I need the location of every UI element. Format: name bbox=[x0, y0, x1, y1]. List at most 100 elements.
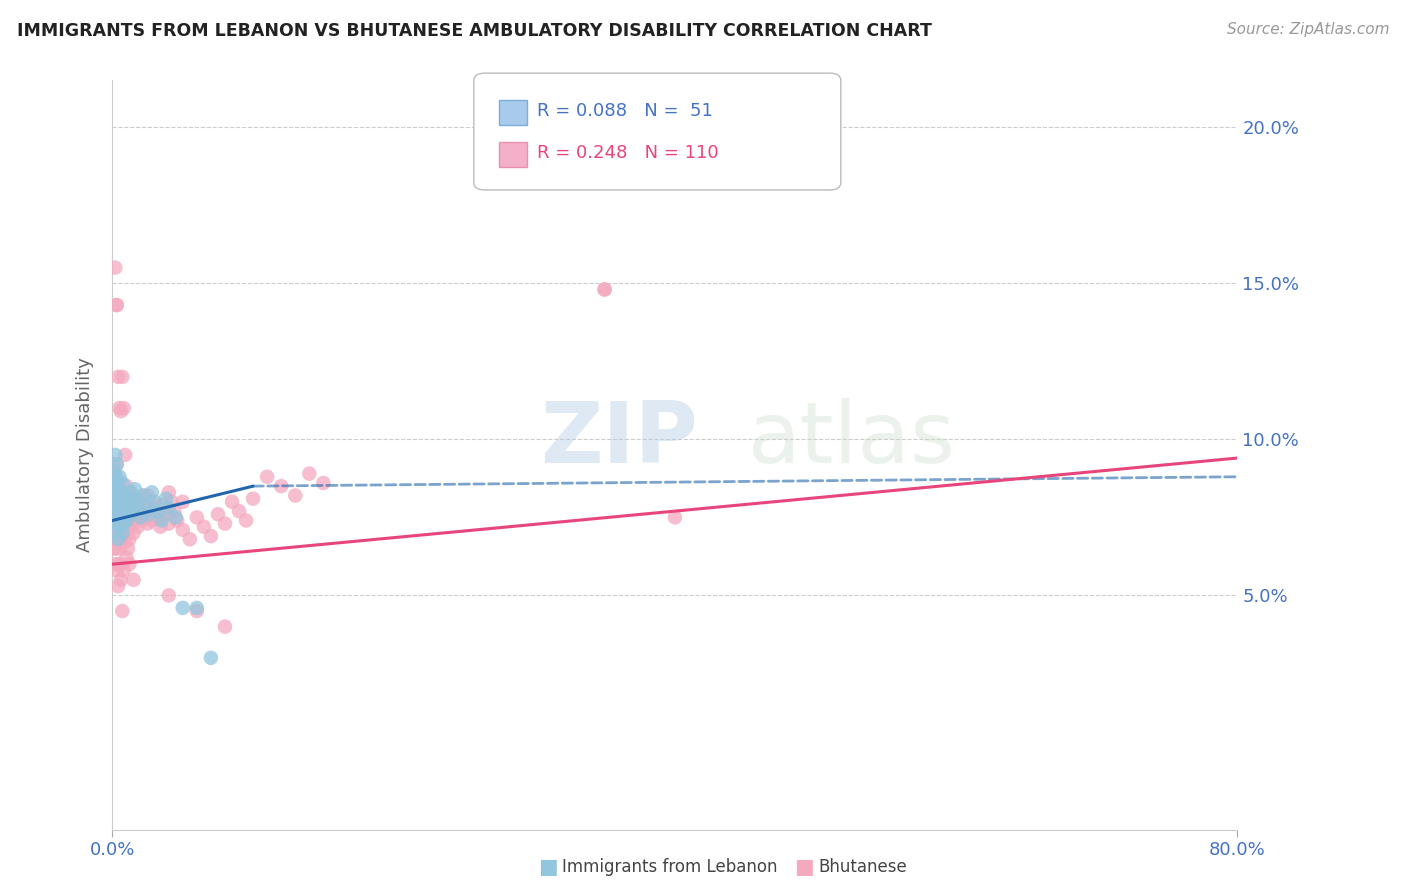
Point bbox=[103, 541, 125, 556]
Point bbox=[107, 579, 129, 593]
Point bbox=[270, 479, 292, 493]
Point bbox=[135, 507, 157, 521]
Point bbox=[108, 469, 131, 483]
Point bbox=[108, 557, 131, 572]
Point bbox=[131, 513, 153, 527]
Point bbox=[143, 494, 166, 508]
Point bbox=[105, 298, 128, 312]
Text: R = 0.248   N = 110: R = 0.248 N = 110 bbox=[537, 144, 718, 161]
Point bbox=[114, 504, 136, 518]
Point bbox=[141, 513, 163, 527]
Point bbox=[141, 485, 163, 500]
Point bbox=[214, 619, 236, 633]
Point bbox=[105, 516, 128, 531]
Point bbox=[105, 476, 128, 491]
Point bbox=[132, 489, 155, 503]
Point bbox=[312, 476, 335, 491]
Point bbox=[118, 507, 141, 521]
Point bbox=[136, 516, 159, 531]
Point bbox=[104, 489, 127, 503]
Point bbox=[110, 532, 132, 546]
Point bbox=[136, 489, 159, 503]
Point bbox=[172, 494, 194, 508]
Point bbox=[107, 525, 129, 540]
Point bbox=[124, 500, 146, 515]
Point bbox=[103, 479, 125, 493]
Point bbox=[135, 498, 157, 512]
Point bbox=[172, 523, 194, 537]
Point bbox=[186, 510, 208, 524]
Point bbox=[108, 494, 131, 508]
Point bbox=[146, 510, 169, 524]
Point bbox=[155, 507, 177, 521]
Text: Bhutanese: Bhutanese bbox=[818, 858, 907, 876]
Point bbox=[105, 457, 128, 471]
Point bbox=[284, 489, 307, 503]
Point bbox=[152, 498, 174, 512]
Point bbox=[132, 510, 155, 524]
Point bbox=[108, 557, 131, 572]
Point bbox=[107, 532, 129, 546]
Point bbox=[117, 516, 139, 531]
Point bbox=[105, 532, 128, 546]
Point bbox=[107, 369, 129, 384]
Point bbox=[134, 498, 156, 512]
Point bbox=[150, 507, 173, 521]
Point bbox=[186, 604, 208, 618]
Point bbox=[207, 507, 229, 521]
Point bbox=[103, 494, 125, 508]
Point bbox=[160, 494, 183, 508]
Point bbox=[214, 516, 236, 531]
Point bbox=[157, 500, 180, 515]
Point bbox=[125, 491, 148, 506]
Point bbox=[104, 260, 127, 275]
Point bbox=[200, 651, 222, 665]
Point bbox=[107, 482, 129, 496]
Point bbox=[105, 298, 128, 312]
Point bbox=[105, 457, 128, 471]
Point bbox=[111, 525, 134, 540]
Point bbox=[127, 500, 149, 515]
Point bbox=[121, 516, 143, 531]
Text: Source: ZipAtlas.com: Source: ZipAtlas.com bbox=[1226, 22, 1389, 37]
Point bbox=[104, 467, 127, 481]
Point bbox=[118, 557, 141, 572]
Point bbox=[110, 404, 132, 418]
Point bbox=[114, 535, 136, 549]
Point bbox=[166, 513, 188, 527]
Point bbox=[105, 498, 128, 512]
Point bbox=[103, 494, 125, 508]
Point bbox=[117, 498, 139, 512]
Point bbox=[112, 516, 135, 531]
Point bbox=[112, 494, 135, 508]
Point bbox=[146, 504, 169, 518]
Point bbox=[121, 494, 143, 508]
Point bbox=[122, 504, 145, 518]
Point bbox=[110, 507, 132, 521]
Text: atlas: atlas bbox=[748, 399, 956, 482]
Point bbox=[115, 551, 138, 566]
Point bbox=[127, 519, 149, 533]
Point bbox=[163, 504, 186, 518]
Point bbox=[139, 504, 162, 518]
Point bbox=[108, 541, 131, 556]
Text: R = 0.088   N =  51: R = 0.088 N = 51 bbox=[537, 102, 713, 120]
Point bbox=[120, 485, 142, 500]
Point bbox=[111, 500, 134, 515]
Point bbox=[104, 500, 127, 515]
Point bbox=[104, 469, 127, 483]
Point bbox=[129, 504, 152, 518]
Point bbox=[118, 532, 141, 546]
Point bbox=[593, 282, 616, 296]
Point bbox=[105, 482, 128, 496]
Point bbox=[104, 491, 127, 506]
Point bbox=[122, 513, 145, 527]
Point bbox=[104, 448, 127, 462]
Point bbox=[114, 510, 136, 524]
Point bbox=[115, 513, 138, 527]
Point bbox=[122, 525, 145, 540]
Text: ZIP: ZIP bbox=[540, 399, 697, 482]
Point bbox=[104, 525, 127, 540]
Point bbox=[108, 491, 131, 506]
Point bbox=[112, 491, 135, 506]
